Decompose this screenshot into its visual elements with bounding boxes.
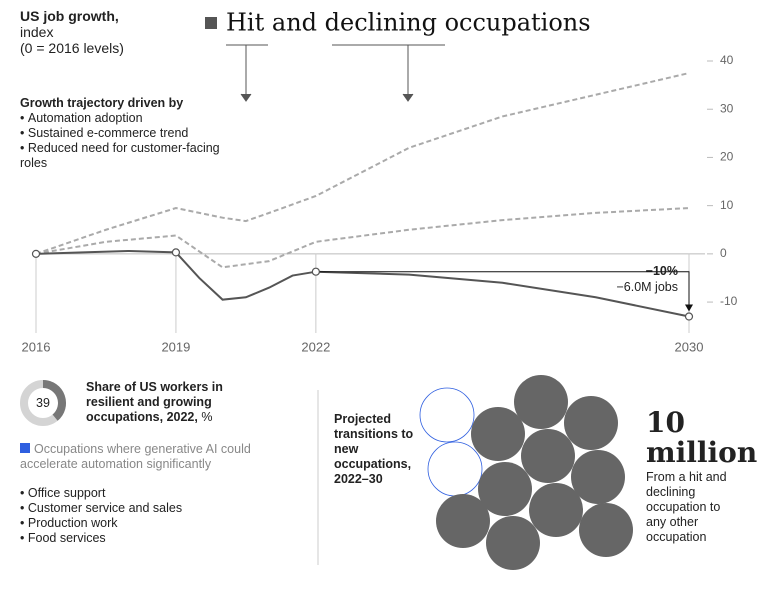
legend: Occupations where generative AI could ac…	[20, 442, 290, 472]
transitions-headline: 10 million	[646, 406, 758, 469]
drivers-list: Automation adoptionSustained e-commerce …	[20, 111, 220, 171]
list-item: Office support	[20, 486, 182, 501]
series-line	[35, 207, 690, 269]
y-label-line: index	[20, 24, 54, 40]
y-tick-label: 10	[720, 198, 734, 212]
series-line	[35, 249, 690, 318]
y-tick-label: 40	[720, 53, 734, 67]
donut-title-text: Share of US workers in resilient and gro…	[86, 380, 223, 424]
transitions-label: Projected transitions to new occupations…	[334, 412, 414, 486]
donut-segment	[42, 380, 66, 421]
annotation-arrowhead	[685, 304, 693, 312]
legend-swatch	[20, 443, 30, 453]
chart-title: Hit and declining occupations	[226, 9, 591, 37]
y-tick-label: -10	[720, 294, 738, 308]
drivers-title: Growth trajectory driven by	[20, 96, 184, 110]
list-item: Food services	[20, 531, 182, 546]
x-tick-label: 2019	[161, 339, 190, 354]
transitions-note: From a hit and declining occupation to a…	[646, 470, 727, 544]
point-marker	[171, 248, 181, 257]
legend-label: Occupations where generative AI could ac…	[20, 442, 251, 471]
y-tick-label: 20	[720, 150, 734, 164]
donut-value: 39	[36, 396, 50, 410]
y-tick-label: 30	[720, 101, 734, 115]
title-marker	[205, 17, 217, 29]
list-item: Customer service and sales	[20, 501, 182, 516]
drivers: Growth trajectory driven by Automation a…	[20, 96, 220, 171]
annotation-jobs: −6.0M jobs	[616, 280, 679, 294]
occupation-list: Office supportCustomer service and sales…	[20, 486, 182, 546]
point-marker	[311, 267, 320, 276]
list-item: Automation adoption	[20, 111, 220, 126]
list-item: Sustained e-commerce trend	[20, 126, 220, 141]
annotation-pct: −10%	[645, 264, 678, 278]
point-marker	[31, 249, 41, 258]
y-label-line: (0 = 2016 levels)	[20, 40, 124, 56]
transition-circles	[419, 375, 633, 570]
x-tick-label: 2030	[675, 339, 704, 354]
x-tick-label: 2016	[22, 339, 51, 354]
y-label-line: US job growth,	[20, 8, 119, 24]
list-item: Production work	[20, 516, 182, 531]
y-axis-label: US job growth, index (0 = 2016 levels)	[20, 8, 124, 56]
series-line	[35, 72, 690, 255]
donut-unit: %	[201, 410, 213, 424]
annotation-connector	[319, 271, 690, 309]
x-tick-label: 2022	[301, 339, 330, 354]
y-tick-label: 0	[720, 246, 727, 260]
donut-title: Share of US workers in resilient and gro…	[86, 380, 256, 425]
title-pointers	[226, 44, 445, 102]
list-item: Reduced need for customer-facing roles	[20, 141, 220, 171]
point-marker	[684, 312, 694, 321]
